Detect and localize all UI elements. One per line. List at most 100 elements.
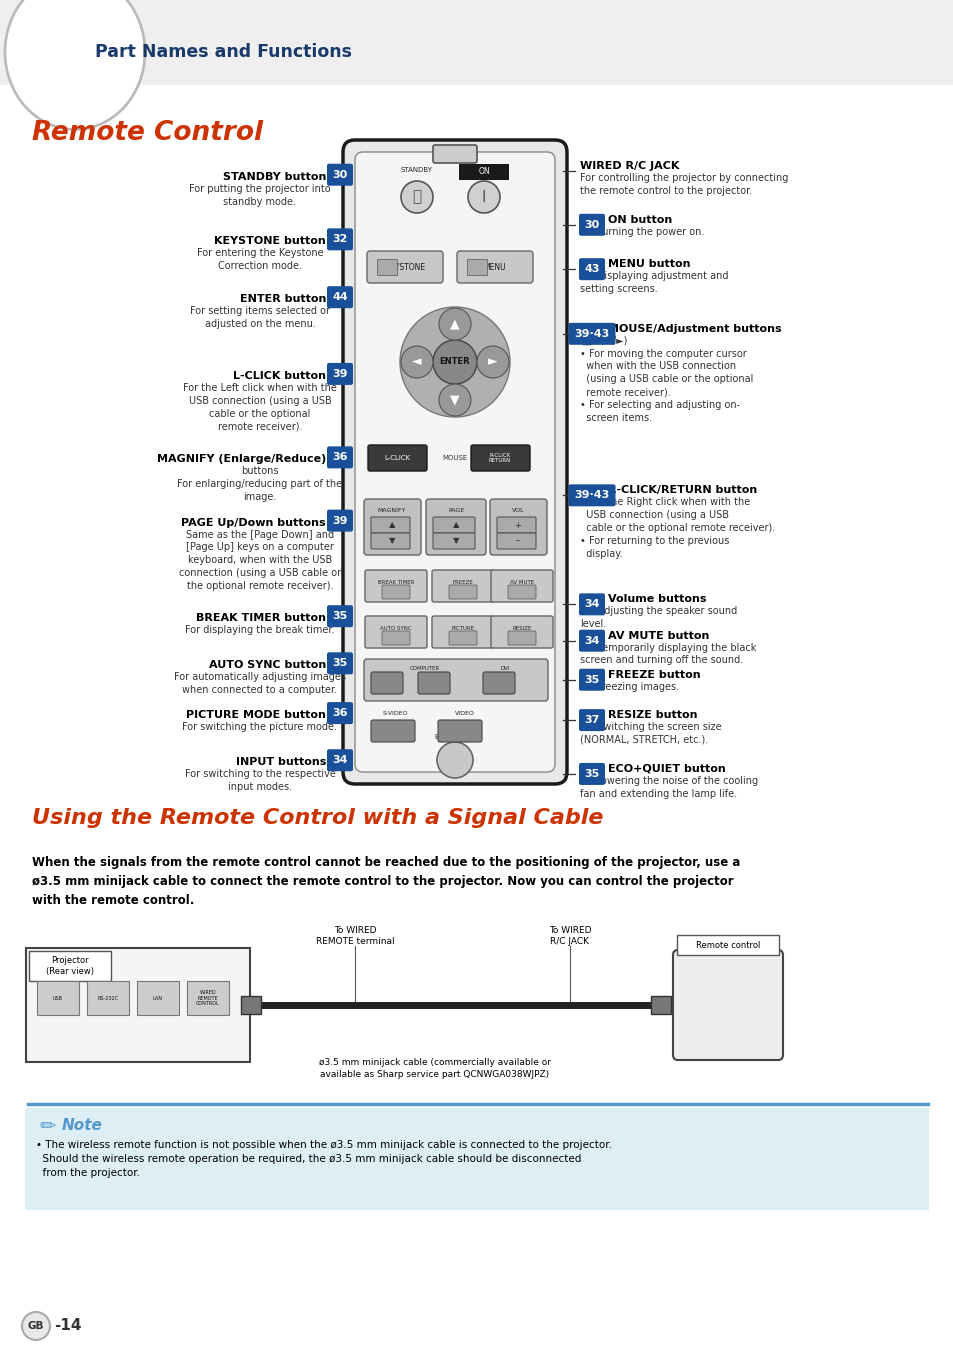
FancyBboxPatch shape [327, 750, 353, 771]
FancyBboxPatch shape [568, 323, 615, 345]
FancyBboxPatch shape [471, 446, 530, 471]
FancyBboxPatch shape [327, 164, 353, 186]
Text: MOUSE: MOUSE [442, 455, 467, 460]
Text: –: – [516, 537, 519, 545]
FancyBboxPatch shape [417, 672, 450, 695]
Text: For switching to the respective
input modes.: For switching to the respective input mo… [184, 769, 335, 791]
Text: ⏻: ⏻ [412, 190, 421, 205]
Circle shape [433, 341, 476, 384]
FancyBboxPatch shape [327, 653, 353, 674]
Text: ▲: ▲ [450, 318, 459, 331]
Text: S-VIDEO: S-VIDEO [382, 711, 407, 716]
Text: 34: 34 [332, 755, 348, 766]
FancyBboxPatch shape [491, 569, 553, 602]
Text: ▼: ▼ [388, 537, 395, 545]
Text: PAGE Up/Down buttons: PAGE Up/Down buttons [181, 518, 326, 528]
Text: BREAK TIMER: BREAK TIMER [377, 580, 414, 586]
Text: 36: 36 [332, 452, 348, 463]
Text: WIRED R/C JACK: WIRED R/C JACK [579, 162, 679, 171]
Text: 35: 35 [332, 611, 347, 622]
FancyBboxPatch shape [87, 981, 129, 1015]
FancyBboxPatch shape [578, 258, 604, 280]
Circle shape [400, 180, 433, 213]
Text: FREEZE button: FREEZE button [607, 670, 700, 680]
Text: Volume buttons: Volume buttons [607, 595, 706, 604]
Ellipse shape [5, 0, 145, 129]
FancyBboxPatch shape [381, 631, 410, 645]
Text: AUTO SYNC button: AUTO SYNC button [209, 661, 326, 670]
FancyBboxPatch shape [367, 250, 442, 283]
Text: MAGNIFY: MAGNIFY [377, 507, 406, 513]
Text: DVI: DVI [499, 666, 509, 672]
Text: 44: 44 [332, 292, 348, 303]
Text: • For the Right click when with the
  USB connection (using a USB
  cable or the: • For the Right click when with the USB … [579, 497, 775, 559]
FancyBboxPatch shape [578, 214, 604, 236]
FancyBboxPatch shape [327, 606, 353, 627]
Text: ◄: ◄ [412, 355, 421, 369]
FancyBboxPatch shape [327, 510, 353, 532]
Text: PICTURE
MODE: PICTURE MODE [451, 626, 474, 637]
FancyBboxPatch shape [241, 996, 261, 1014]
Text: When the signals from the remote control cannot be reached due to the positionin: When the signals from the remote control… [32, 856, 740, 907]
FancyBboxPatch shape [371, 517, 410, 533]
Text: 36: 36 [332, 708, 348, 719]
FancyBboxPatch shape [29, 952, 111, 981]
Text: L-CLICK: L-CLICK [383, 455, 410, 460]
Text: BREAK TIMER button: BREAK TIMER button [195, 614, 326, 623]
FancyBboxPatch shape [376, 258, 396, 275]
FancyBboxPatch shape [568, 485, 615, 506]
Text: ▲: ▲ [453, 521, 458, 529]
Circle shape [438, 384, 471, 416]
Text: USB: USB [53, 996, 63, 1000]
Text: ENTER: ENTER [439, 358, 470, 366]
Text: For automatically adjusting images
when connected to a computer.: For automatically adjusting images when … [173, 672, 346, 695]
Text: For the Left click when with the
USB connection (using a USB
cable or the option: For the Left click when with the USB con… [183, 382, 336, 431]
FancyBboxPatch shape [26, 948, 250, 1062]
FancyBboxPatch shape [456, 250, 533, 283]
FancyBboxPatch shape [327, 363, 353, 385]
Text: For switching the picture mode.: For switching the picture mode. [182, 721, 337, 732]
FancyBboxPatch shape [365, 569, 427, 602]
Text: +: + [514, 521, 521, 529]
FancyBboxPatch shape [578, 630, 604, 651]
Circle shape [22, 1312, 50, 1341]
Text: 39: 39 [332, 369, 348, 380]
FancyBboxPatch shape [449, 586, 476, 599]
Text: For switching the screen size
(NORMAL, STRETCH, etc.).: For switching the screen size (NORMAL, S… [579, 721, 720, 744]
FancyBboxPatch shape [497, 517, 536, 533]
Text: MAGNIFY (Enlarge/Reduce): MAGNIFY (Enlarge/Reduce) [156, 455, 326, 464]
Text: For displaying adjustment and
setting screens.: For displaying adjustment and setting sc… [579, 271, 728, 293]
Text: Same as the [Page Down] and
[Page Up] keys on a computer
keyboard, when with the: Same as the [Page Down] and [Page Up] ke… [179, 529, 341, 591]
Text: ▼: ▼ [450, 393, 459, 406]
Text: To WIRED
R/C JACK: To WIRED R/C JACK [548, 926, 591, 946]
Text: For lowering the noise of the cooling
fan and extending the lamp life.: For lowering the noise of the cooling fa… [579, 775, 758, 798]
Text: ON button: ON button [607, 215, 672, 225]
FancyBboxPatch shape [371, 672, 402, 695]
Text: KEYSTONE: KEYSTONE [384, 262, 425, 272]
Circle shape [476, 346, 509, 378]
Text: PICTURE MODE button: PICTURE MODE button [186, 711, 326, 720]
Text: FREEZE: FREEZE [452, 580, 473, 586]
FancyBboxPatch shape [381, 586, 410, 599]
Text: STANDBY button: STANDBY button [222, 172, 326, 182]
Text: KEYSTONE button: KEYSTONE button [214, 237, 326, 246]
Text: MENU: MENU [483, 262, 506, 272]
Text: STANDBY: STANDBY [400, 167, 433, 174]
Text: 30: 30 [584, 219, 599, 230]
FancyBboxPatch shape [25, 1108, 928, 1210]
Text: ▲: ▲ [388, 521, 395, 529]
FancyBboxPatch shape [343, 140, 566, 783]
Text: ▼: ▼ [453, 537, 458, 545]
FancyBboxPatch shape [458, 164, 509, 180]
Text: RS-232C: RS-232C [97, 996, 118, 1000]
FancyBboxPatch shape [364, 499, 420, 555]
FancyBboxPatch shape [0, 0, 953, 85]
Text: GB: GB [28, 1320, 44, 1331]
FancyBboxPatch shape [677, 935, 779, 956]
FancyBboxPatch shape [578, 709, 604, 731]
Text: Remote control: Remote control [695, 941, 760, 949]
Text: 39: 39 [332, 516, 348, 526]
FancyBboxPatch shape [37, 981, 79, 1015]
FancyBboxPatch shape [482, 672, 515, 695]
Text: COMPUTER: COMPUTER [410, 666, 439, 672]
